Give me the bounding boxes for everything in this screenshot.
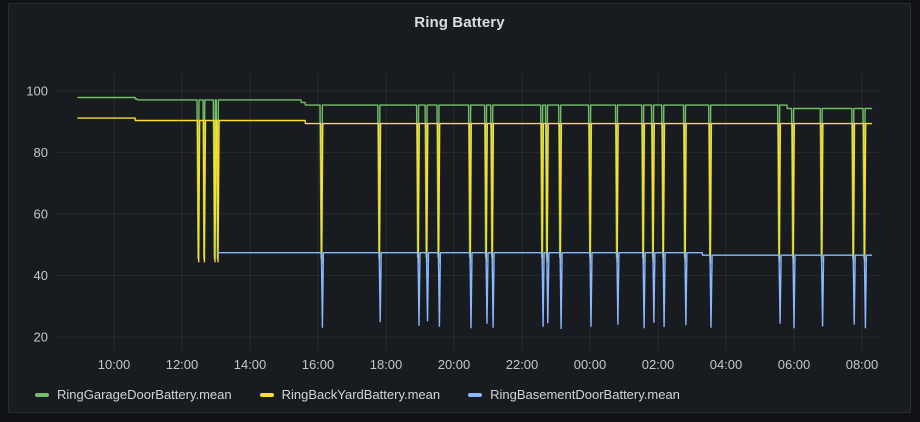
y-tick-label: 40 bbox=[34, 268, 48, 283]
x-tick-label: 14:00 bbox=[234, 357, 267, 372]
x-tick-label: 16:00 bbox=[302, 357, 335, 372]
series-line bbox=[217, 252, 873, 330]
legend-item-back-yard[interactable]: RingBackYardBattery.mean bbox=[259, 387, 441, 402]
series-swatch-icon bbox=[259, 392, 274, 397]
x-tick-label: 00:00 bbox=[574, 357, 607, 372]
x-tick-label: 10:00 bbox=[98, 357, 131, 372]
legend-item-basement-door[interactable]: RingBasementDoorBattery.mean bbox=[468, 387, 680, 402]
x-tick-label: 12:00 bbox=[166, 357, 199, 372]
legend: RingGarageDoorBattery.mean RingBackYardB… bbox=[35, 387, 680, 402]
x-tick-label: 06:00 bbox=[778, 357, 811, 372]
x-tick-label: 20:00 bbox=[438, 357, 471, 372]
series-swatch-icon bbox=[35, 392, 49, 397]
legend-item-garage-door[interactable]: RingGarageDoorBattery.mean bbox=[35, 387, 232, 402]
x-tick-label: 04:00 bbox=[710, 357, 743, 372]
x-tick-label: 22:00 bbox=[506, 357, 539, 372]
x-tick-label: 18:00 bbox=[370, 357, 403, 372]
x-tick-label: 02:00 bbox=[642, 357, 675, 372]
series-swatch-icon bbox=[468, 392, 483, 397]
series-line bbox=[77, 117, 873, 264]
ring-battery-panel: Ring Battery bbox=[8, 3, 911, 413]
y-tick-label: 20 bbox=[34, 330, 48, 345]
legend-label: RingBasementDoorBattery.mean bbox=[490, 387, 680, 402]
y-tick-label: 60 bbox=[34, 207, 48, 222]
x-tick-label: 08:00 bbox=[846, 357, 879, 372]
legend-label: RingBackYardBattery.mean bbox=[281, 387, 441, 402]
legend-label: RingGarageDoorBattery.mean bbox=[57, 387, 232, 402]
page-title: Ring Battery bbox=[414, 14, 505, 31]
y-tick-label: 80 bbox=[34, 145, 48, 160]
y-tick-label: 100 bbox=[26, 84, 48, 99]
